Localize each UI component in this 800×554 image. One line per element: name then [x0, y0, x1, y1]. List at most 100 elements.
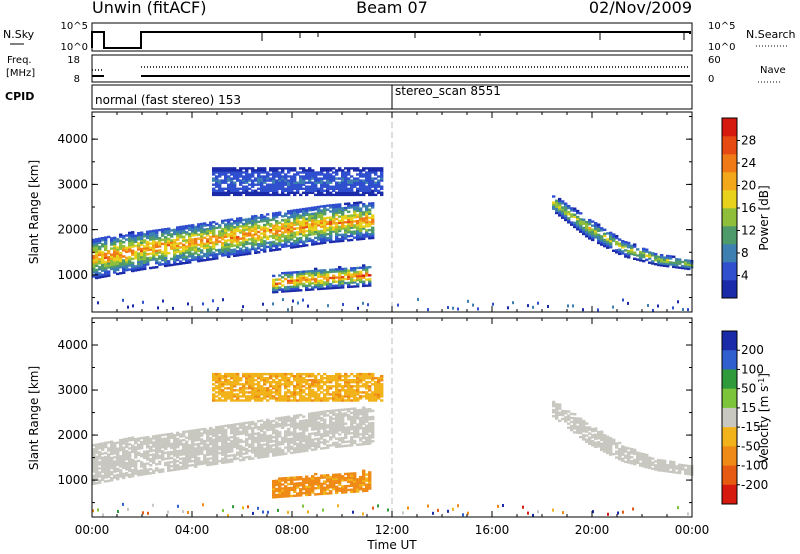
- power-cell: [374, 173, 378, 176]
- power-cell: [173, 228, 177, 232]
- power-cell: [221, 167, 225, 170]
- power-cell: [576, 222, 580, 225]
- power-cell: [365, 171, 369, 174]
- velocity-cell: [194, 457, 198, 460]
- velocity-cell: [555, 407, 559, 410]
- power-cell: [621, 246, 625, 249]
- power-cell: [380, 179, 384, 182]
- velocity-cell: [164, 441, 168, 444]
- velocity-cell: [305, 439, 309, 442]
- velocity-cell: [266, 379, 270, 382]
- velocity-cell: [359, 377, 363, 380]
- power-cell: [110, 253, 114, 256]
- power-cell: [236, 175, 240, 178]
- velocity-cell: [341, 491, 345, 494]
- power-cell: [200, 237, 204, 240]
- power-cell: [290, 185, 294, 188]
- velocity-cell: [314, 487, 318, 490]
- velocity-cell: [284, 495, 288, 498]
- power-cell: [344, 233, 348, 236]
- power-cell: [612, 233, 616, 236]
- power-cell: [266, 193, 270, 197]
- velocity-cell: [278, 393, 282, 396]
- power-cell: [242, 226, 246, 230]
- velocity-cell: [122, 456, 126, 459]
- power-cell: [188, 240, 192, 244]
- velocity-cell: [248, 377, 252, 380]
- power-cell: [305, 177, 309, 180]
- power-cell: [293, 219, 297, 222]
- velocity-cell: [308, 422, 312, 426]
- velocity-cell: [143, 436, 147, 439]
- power-cell: [371, 171, 375, 174]
- velocity-cell: [131, 462, 135, 466]
- power-cell: [107, 260, 111, 263]
- power-cell: [302, 282, 306, 286]
- velocity-cell: [314, 393, 318, 396]
- power-cell: [287, 228, 291, 231]
- power-cell: [245, 169, 249, 172]
- power-cell: [158, 228, 162, 232]
- velocity-cell: [215, 375, 219, 378]
- power-cell: [341, 219, 345, 222]
- velocity-cell: [197, 450, 201, 454]
- velocity-cell: [287, 427, 291, 431]
- velocity-cell: [110, 450, 114, 454]
- velocity-cell: [236, 429, 240, 432]
- power-cell: [287, 216, 291, 219]
- velocity-cell: [573, 421, 577, 424]
- velocity-cell: [125, 453, 129, 457]
- velocity-cell: [558, 407, 562, 410]
- velocity-cell: [215, 442, 219, 445]
- power-cell: [564, 216, 568, 220]
- power-cell: [224, 171, 228, 174]
- power-cell: [215, 183, 219, 186]
- power-cell: [317, 207, 321, 211]
- power-cell: [212, 191, 216, 194]
- velocity-cell: [347, 389, 351, 392]
- power-cell: [212, 221, 216, 224]
- power-cell: [329, 287, 333, 290]
- velocity-cell: [128, 465, 132, 468]
- power-cell: [221, 189, 225, 192]
- velocity-cell: [257, 426, 261, 429]
- velocity-cell: [296, 372, 300, 376]
- velocity-cell: [558, 405, 562, 408]
- power-cell: [335, 240, 339, 243]
- power-cell: [597, 223, 601, 226]
- velocity-cell: [149, 457, 153, 461]
- velocity-cell: [230, 425, 234, 429]
- velocity-cell: [272, 494, 276, 497]
- power-cell: [290, 181, 294, 184]
- power-cell: [98, 237, 102, 240]
- velocity-cell: [332, 431, 336, 435]
- velocity-cell: [365, 485, 369, 488]
- power-cell: [143, 245, 147, 248]
- power-cell: [262, 302, 264, 306]
- velocity-cell: [344, 379, 348, 382]
- power-cell: [242, 232, 246, 236]
- velocity-cell: [173, 446, 177, 449]
- power-cell: [492, 302, 494, 306]
- power-cell: [272, 232, 276, 236]
- velocity-cell: [233, 423, 237, 426]
- velocity-cell: [179, 439, 183, 442]
- velocity-cell: [284, 416, 288, 419]
- power-cell: [257, 167, 261, 170]
- power-cell: [290, 234, 294, 237]
- power-cell: [254, 249, 258, 252]
- velocity-cell: [293, 387, 297, 390]
- velocity-cell: [212, 444, 216, 448]
- velocity-cell: [140, 463, 144, 466]
- velocity-cell: [365, 428, 369, 431]
- power-cell: [299, 179, 303, 182]
- velocity-cell: [359, 439, 363, 442]
- power-cell: [272, 288, 276, 292]
- power-cell: [284, 237, 288, 240]
- velocity-cell: [233, 429, 237, 432]
- velocity-cell: [275, 381, 279, 384]
- velocity-cell: [350, 411, 354, 415]
- cpid-panel: CPID normal (fast stereo) 153 stereo_sca…: [5, 84, 693, 110]
- power-cell: [368, 171, 372, 174]
- velocity-cell: [335, 415, 339, 418]
